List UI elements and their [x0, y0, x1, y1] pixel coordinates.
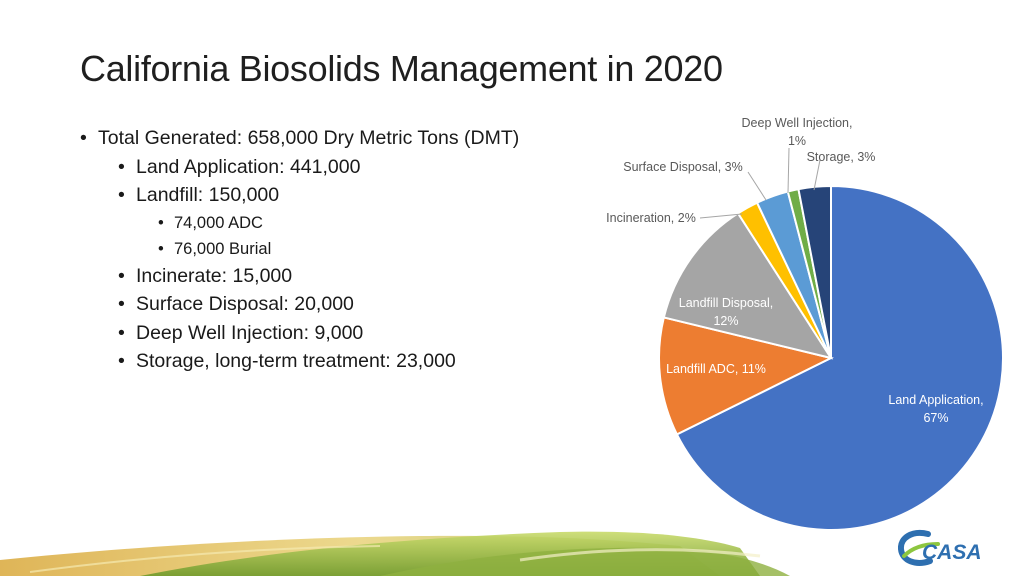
data-label-landfill-adc: Landfill ADC, 11%: [666, 362, 766, 376]
data-label-surface-disposal: Surface Disposal, 3%: [623, 160, 743, 174]
bullet-surface-disposal: Surface Disposal: 20,000: [118, 290, 519, 319]
pie-slice-land-application: [675, 184, 1004, 531]
leader-line-surface-disposal: [747, 171, 767, 201]
bullet-storage: Storage, long-term treatment: 23,000: [118, 347, 519, 376]
leader-line-incineration: [699, 213, 743, 219]
data-label-landfill-disposal: Landfill Disposal, 12%: [679, 296, 774, 328]
data-label-incineration: Incineration, 2%: [606, 211, 696, 225]
bullet-landfill-adc: 74,000 ADC: [158, 210, 519, 236]
pie-slice-landfill-disposal: [662, 211, 834, 360]
leader-line-deep-well-injection: [787, 147, 790, 194]
bullet-list: Total Generated: 658,000 Dry Metric Tons…: [78, 124, 519, 376]
data-label-land-application: Land Application, 67%: [888, 393, 983, 425]
leader-line-storage: [813, 159, 821, 191]
data-label-storage: Storage, 3%: [807, 150, 876, 164]
bullet-landfill-burial: 76,000 Burial: [158, 236, 519, 262]
bullet-landfill: Landfill: 150,000: [118, 181, 519, 210]
bullet-deep-well-injection: Deep Well Injection: 9,000: [118, 319, 519, 348]
bullet-total-generated: Total Generated: 658,000 Dry Metric Tons…: [80, 124, 519, 153]
bullet-land-application: Land Application: 441,000: [118, 153, 519, 182]
bullet-incinerate: Incinerate: 15,000: [118, 262, 519, 291]
slide-title: California Biosolids Management in 2020: [80, 48, 723, 89]
svg-text:CASA: CASA: [922, 541, 982, 564]
casa-logo: CASA: [898, 530, 982, 566]
pie-slice-landfill-adc: [658, 316, 834, 436]
data-label-deep-well-injection: Deep Well Injection, 1%: [742, 116, 853, 148]
